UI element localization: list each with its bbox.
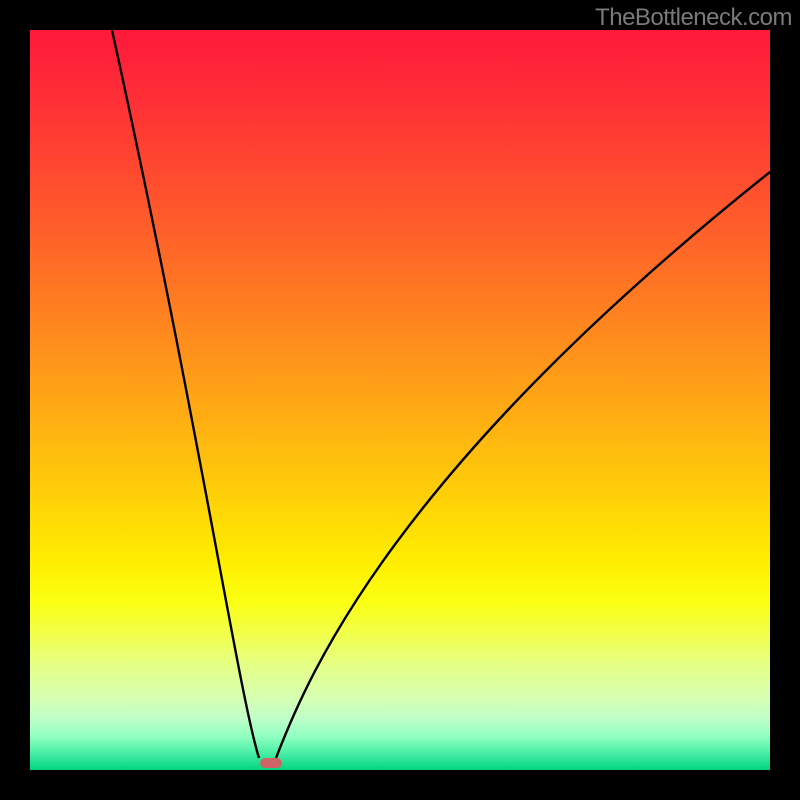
bottleneck-curve bbox=[112, 30, 770, 758]
chart-container: TheBottleneck.com bbox=[0, 0, 800, 800]
plot-area bbox=[30, 30, 770, 770]
watermark-text: TheBottleneck.com bbox=[595, 4, 792, 32]
minimum-marker bbox=[260, 758, 282, 768]
curve-layer bbox=[30, 30, 770, 770]
